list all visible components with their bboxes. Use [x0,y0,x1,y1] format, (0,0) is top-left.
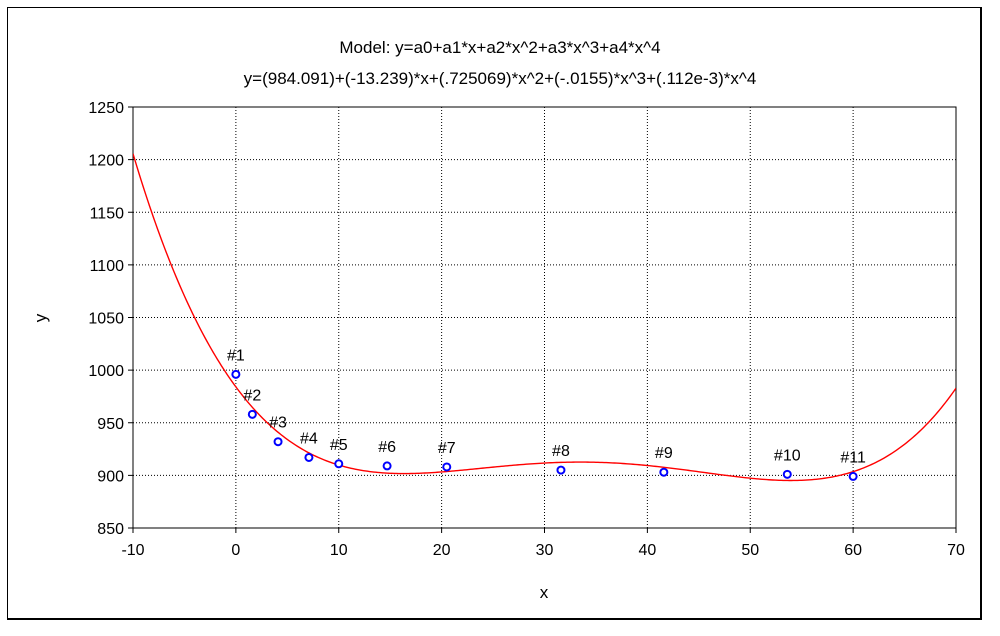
y-tick-label: 950 [97,416,124,433]
data-point-label: #4 [300,430,318,447]
data-point-label: #5 [330,437,348,454]
y-tick-label: 1000 [88,363,124,380]
data-point-label: #8 [552,443,570,460]
data-point [247,409,257,419]
y-tick-label: 1050 [88,311,124,328]
tick-marks [128,106,957,533]
y-tick-label: 900 [97,468,124,485]
data-point-label: #1 [227,347,245,364]
y-tick-label: 1150 [90,205,125,222]
data-point-label: #11 [840,449,866,466]
data-point [334,459,344,469]
data-point-label: #7 [438,440,456,457]
y-tick-label: 1100 [90,258,125,275]
x-axis-title: x [540,583,549,602]
data-point [782,469,792,479]
chart-frame [7,7,982,620]
y-tick-label: 1200 [88,153,124,170]
data-point [848,471,858,481]
x-tick-label: 70 [947,542,965,559]
data-point [382,461,392,471]
y-tick-label: 850 [97,521,124,538]
data-point [556,465,566,475]
chart-title-equation: y=(984.091)+(-13.239)*x+(.725069)*x^2+(-… [243,69,757,88]
data-point-label: #2 [243,387,261,404]
y-axis-title: y [31,313,50,322]
y-tick-label: 1250 [88,100,124,117]
data-points [231,369,858,481]
x-tick-label: 30 [536,542,554,559]
x-tick-label: 20 [433,542,451,559]
y-tick-labels: 850 900 950 1000 1050 1100 1150 1200 1250 [88,100,124,538]
grid-lines [133,107,956,528]
data-point-label: #6 [378,439,396,456]
data-point-labels: #1 #2 #3 #4 #5 #6 #7 #8 #9 #10 #11 [227,347,866,466]
data-point [304,452,314,462]
data-point [273,437,283,447]
x-tick-label: 10 [330,542,348,559]
x-tick-label: -10 [121,542,144,559]
x-tick-label: 50 [741,542,759,559]
x-tick-label: 0 [231,542,240,559]
x-tick-label: 60 [844,542,862,559]
fit-curve [133,153,956,482]
chart-title-model: Model: y=a0+a1*x+a2*x^2+a3*x^3+a4*x^4 [339,38,661,57]
data-point-label: #9 [655,445,673,462]
data-point [659,467,669,477]
data-point-label: #10 [774,447,801,464]
data-point-label: #3 [269,415,287,432]
data-point [231,369,241,379]
x-tick-label: 40 [638,542,656,559]
data-point [442,462,452,472]
x-tick-labels: -10 0 10 20 30 40 50 60 70 [121,542,965,559]
